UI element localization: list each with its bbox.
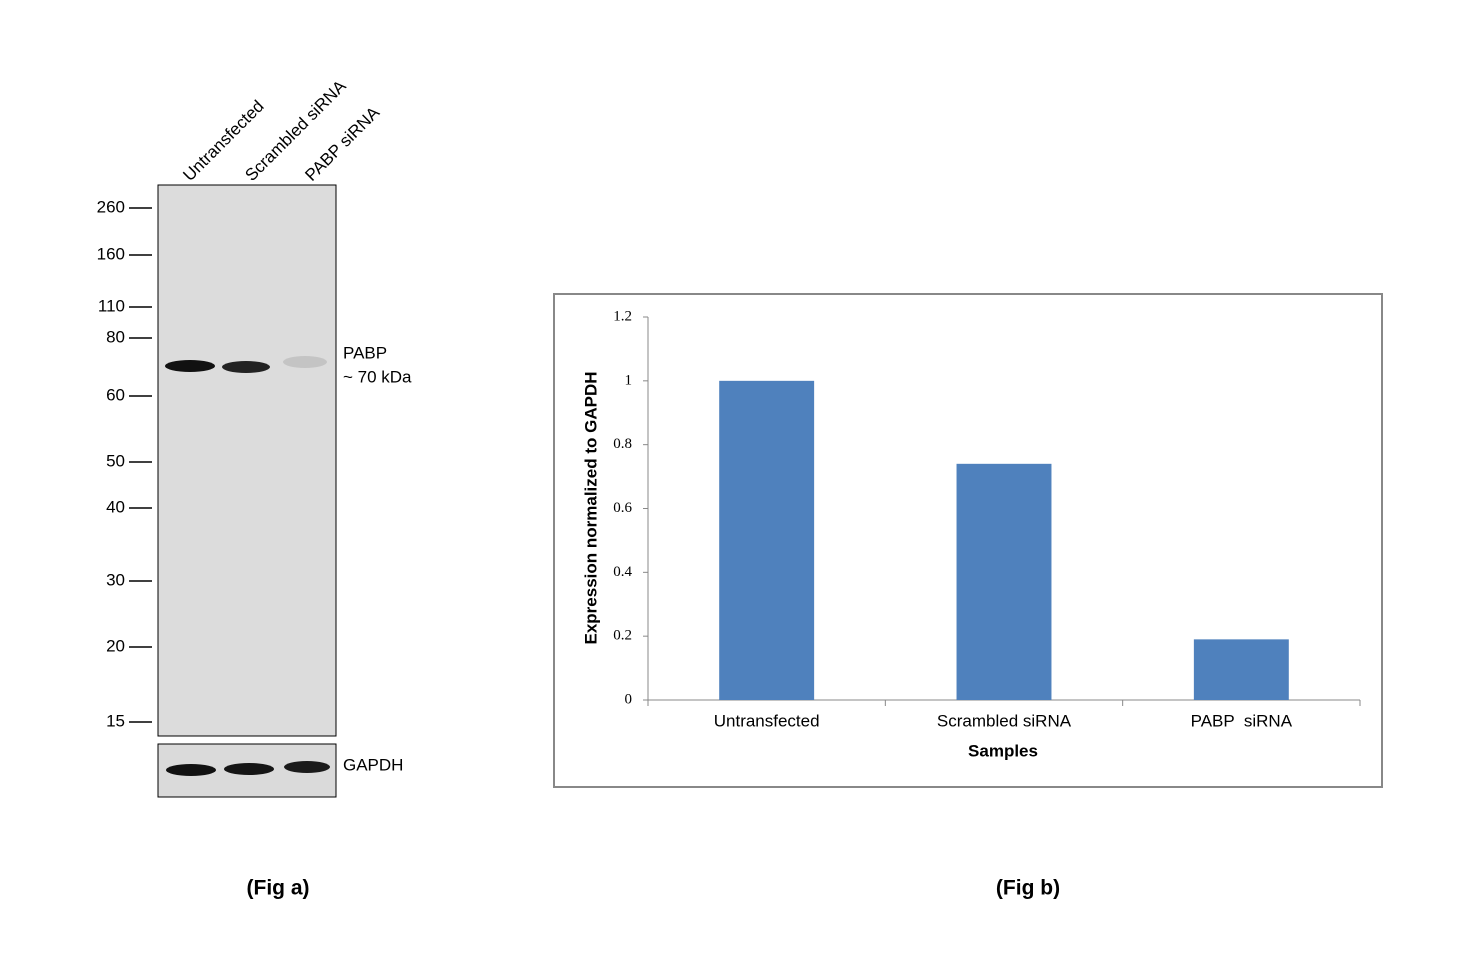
- y-tick-label: 0.8: [613, 436, 632, 452]
- y-tick-label: 1: [625, 372, 633, 388]
- band-label: PABP: [343, 343, 387, 362]
- blot-labels: PABP ~ 70 kDa GAPDH (Fig a): [247, 343, 413, 899]
- caption: (Fig a): [247, 877, 310, 900]
- x-tick-label: PABP siRNA: [1191, 711, 1293, 730]
- band-label: ~ 70 kDa: [343, 367, 412, 386]
- marker-label: 30: [106, 570, 125, 589]
- y-tick-label: 0: [625, 691, 633, 707]
- caption: (Fig b): [996, 877, 1060, 900]
- bar: [1193, 639, 1289, 700]
- marker-label: 80: [106, 327, 125, 346]
- marker-label: 260: [97, 197, 125, 216]
- marker-label: 15: [106, 711, 125, 730]
- y-tick-label: 1.2: [613, 308, 632, 324]
- marker-label: 20: [106, 636, 125, 655]
- marker-label: 60: [106, 385, 125, 404]
- marker-label: 160: [97, 244, 125, 263]
- bar: [719, 380, 815, 700]
- y-axis-title: Expression normalized to GAPDH: [581, 372, 600, 645]
- y-tick-label: 0.6: [613, 500, 632, 516]
- bar: [956, 463, 1052, 700]
- marker-label: 40: [106, 497, 125, 516]
- lane-label: Scrambled siRNA: [241, 76, 350, 185]
- x-tick-label: Scrambled siRNA: [937, 711, 1072, 730]
- x-tick-label: Untransfected: [714, 711, 820, 730]
- bands: [165, 356, 330, 776]
- loading-control-label: GAPDH: [343, 755, 403, 774]
- y-tick-label: 0.4: [613, 564, 632, 580]
- marker-label: 50: [106, 451, 125, 470]
- marker-label: 110: [98, 296, 125, 315]
- blot-membrane: [157, 184, 337, 737]
- x-axis-title: Samples: [968, 741, 1038, 760]
- chart-frame: [553, 293, 1383, 788]
- y-tick-label: 0.2: [613, 628, 632, 644]
